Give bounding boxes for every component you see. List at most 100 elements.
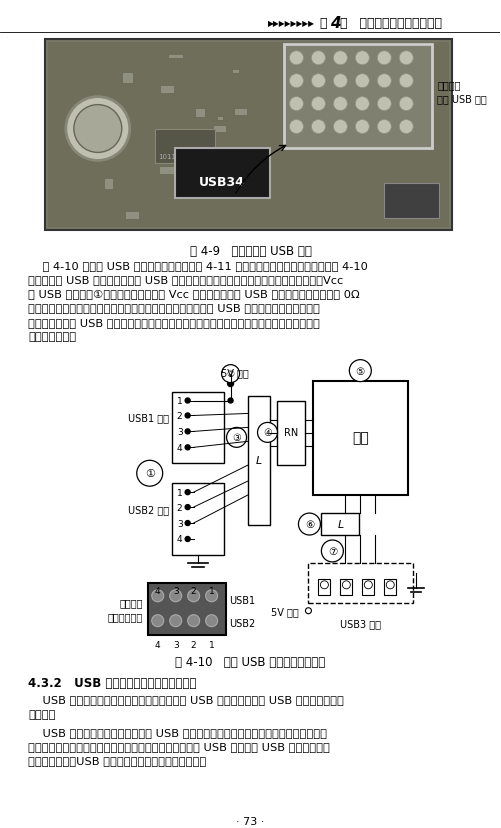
Circle shape <box>355 75 369 89</box>
Circle shape <box>228 398 233 403</box>
Circle shape <box>74 105 122 153</box>
Text: 反面图：
接口侧朝自己: 反面图： 接口侧朝自己 <box>108 597 143 621</box>
Bar <box>362 579 374 595</box>
Bar <box>172 392 223 464</box>
Text: 4.3.2   USB 接口电路常见故障分析及排除: 4.3.2 USB 接口电路常见故障分析及排除 <box>28 676 196 690</box>
Bar <box>175 149 270 199</box>
Circle shape <box>227 381 233 388</box>
Bar <box>231 70 238 74</box>
Circle shape <box>188 590 199 602</box>
Circle shape <box>333 98 347 112</box>
Text: 1: 1 <box>177 488 182 497</box>
Text: L: L <box>256 455 262 465</box>
Bar <box>278 401 306 465</box>
Text: ⑦: ⑦ <box>328 546 337 556</box>
Text: USB1 接口: USB1 接口 <box>128 413 169 423</box>
Text: 4: 4 <box>177 443 182 452</box>
Bar <box>285 45 432 149</box>
Bar <box>212 125 225 132</box>
Bar <box>195 108 204 118</box>
Circle shape <box>188 615 199 627</box>
Circle shape <box>66 98 130 161</box>
Circle shape <box>137 460 163 487</box>
Bar <box>148 583 225 635</box>
Text: 无反应的故障。USB 插座附近的元器件是检查的重点。: 无反应的故障。USB 插座附近的元器件是检查的重点。 <box>28 755 206 765</box>
Bar <box>155 129 214 164</box>
Text: 图 4-9   主板的扩展 USB 接口: 图 4-9 主板的扩展 USB 接口 <box>189 245 312 258</box>
Circle shape <box>355 51 369 65</box>
Circle shape <box>185 430 190 435</box>
Circle shape <box>349 360 371 382</box>
Bar <box>104 179 113 190</box>
Text: ②: ② <box>226 369 234 378</box>
Circle shape <box>205 615 217 627</box>
Circle shape <box>321 581 328 589</box>
Circle shape <box>312 98 325 112</box>
Text: USB34: USB34 <box>199 176 244 189</box>
Circle shape <box>312 51 325 65</box>
Text: ④: ④ <box>263 428 272 438</box>
Circle shape <box>399 75 413 89</box>
Text: RN: RN <box>285 428 299 438</box>
Circle shape <box>312 120 325 134</box>
Text: ③: ③ <box>232 433 241 443</box>
Circle shape <box>342 581 350 589</box>
Text: 4: 4 <box>177 535 182 544</box>
Circle shape <box>377 51 391 65</box>
Circle shape <box>221 365 239 383</box>
Circle shape <box>333 51 347 65</box>
Text: 2: 2 <box>191 640 196 649</box>
Circle shape <box>290 51 304 65</box>
Circle shape <box>185 490 190 495</box>
Text: 图 4-10   主板 USB 接口原理及引脚图: 图 4-10 主板 USB 接口原理及引脚图 <box>175 655 326 667</box>
Circle shape <box>299 513 321 536</box>
Circle shape <box>185 413 190 418</box>
Text: ①: ① <box>145 469 155 479</box>
Text: 2: 2 <box>177 412 182 421</box>
Bar <box>322 513 359 536</box>
Text: 的作用，以改善 USB 数据线路信号传输的质量。而数据传输线上的贴片电感在数据传输中起: 的作用，以改善 USB 数据线路信号传输的质量。而数据传输线上的贴片电感在数据传… <box>28 317 320 327</box>
Circle shape <box>185 505 190 510</box>
Circle shape <box>170 615 182 627</box>
Circle shape <box>185 521 190 526</box>
Bar <box>319 579 330 595</box>
Bar <box>259 169 264 177</box>
Bar <box>122 73 133 84</box>
Text: 1011: 1011 <box>159 154 177 161</box>
Text: 到缓冲的作用。: 到缓冲的作用。 <box>28 331 76 341</box>
Text: 第: 第 <box>320 17 327 31</box>
Bar <box>340 579 352 595</box>
Text: 电阻代替保险电感。有的主板在电路中接有贴片电容，电容在 USB 接口电路中可以起到滤波: 电阻代替保险电感。有的主板在电路中接有贴片电容，电容在 USB 接口电路中可以起… <box>28 303 320 313</box>
Text: 3: 3 <box>173 586 178 595</box>
Text: 5V 供电: 5V 供电 <box>271 606 299 616</box>
Text: USB 接口电路的故障率很高，常见的故障有 USB 接口不能使用和 USB 设备不能识别两: USB 接口电路的故障率很高，常见的故障有 USB 接口不能使用和 USB 设备… <box>28 695 344 705</box>
Circle shape <box>185 445 190 450</box>
Text: USB2: USB2 <box>229 618 256 628</box>
Bar <box>247 181 265 190</box>
Text: USB1: USB1 <box>229 595 256 605</box>
Text: 3: 3 <box>173 640 178 649</box>
Text: L: L <box>337 519 344 529</box>
Text: 1: 1 <box>177 397 182 406</box>
Text: 中不难看出 USB 接口电路主要由 USB 接口插座、电感、滤波电容、南桥等组成。其中，Vcc: 中不难看出 USB 接口电路主要由 USB 接口插座、电感、滤波电容、南桥等组成… <box>28 275 343 285</box>
Text: 4: 4 <box>330 17 341 31</box>
Text: 4: 4 <box>155 640 160 649</box>
Circle shape <box>399 51 413 65</box>
Text: 种情况。: 种情况。 <box>28 709 56 719</box>
Circle shape <box>185 537 190 542</box>
Bar <box>189 193 205 199</box>
Circle shape <box>170 590 182 602</box>
Text: USB3 接口: USB3 接口 <box>340 618 381 628</box>
Circle shape <box>205 590 217 602</box>
Text: 图 4-10 所示是 USB 接口原理及引脚图。图 4-11 所示是该电路的应用实物图。从图 4-10: 图 4-10 所示是 USB 接口原理及引脚图。图 4-11 所示是该电路的应用… <box>28 261 368 271</box>
Circle shape <box>312 75 325 89</box>
Circle shape <box>355 98 369 112</box>
Text: ▶▶▶▶▶▶▶▶: ▶▶▶▶▶▶▶▶ <box>268 19 315 28</box>
Bar <box>159 167 175 176</box>
Text: 南桥: 南桥 <box>352 431 369 445</box>
Text: 5V 供电: 5V 供电 <box>220 368 248 378</box>
Text: 1: 1 <box>209 640 214 649</box>
Text: USB 接口不能使用，一般应是由 USB 插座虚焊、供电不正常、电感开路、电容短路等: USB 接口不能使用，一般应是由 USB 插座虚焊、供电不正常、电感开路、电容短… <box>28 727 327 737</box>
Text: 4: 4 <box>155 586 160 595</box>
Circle shape <box>399 98 413 112</box>
